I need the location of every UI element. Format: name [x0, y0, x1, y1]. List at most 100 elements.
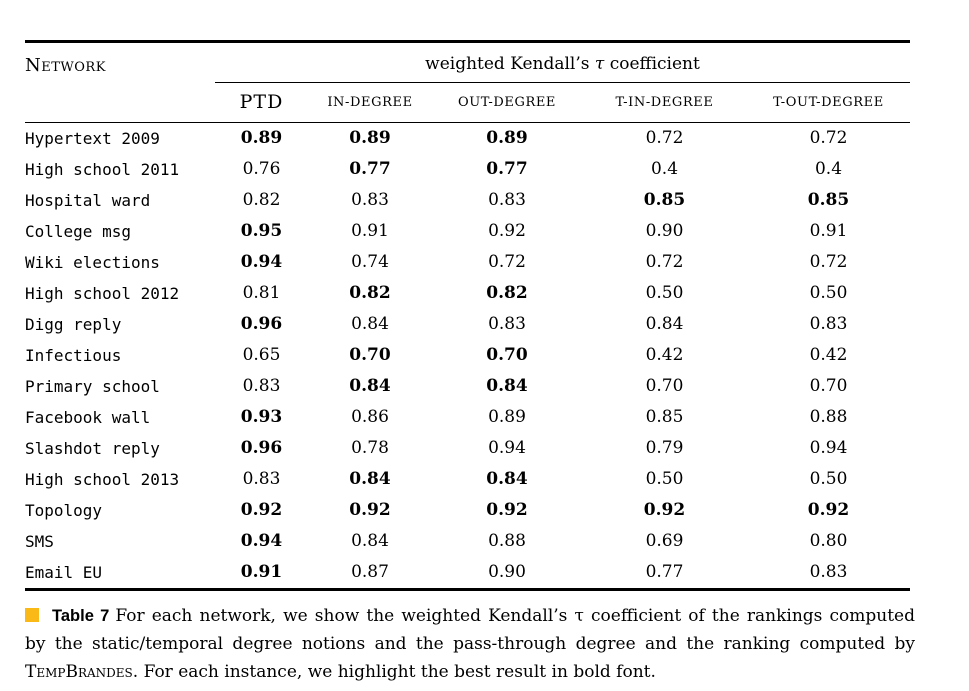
value-cell: 0.70	[486, 345, 528, 365]
caption-label: Table 7	[52, 606, 110, 625]
value-cell: 0.91	[351, 221, 389, 241]
caption: Table 7 For each network, we show the wei…	[25, 602, 915, 686]
value-cell: 0.90	[645, 221, 684, 241]
value-cell: 0.89	[240, 128, 283, 149]
value-cell: 0.83	[351, 190, 389, 210]
table-body: Hypertext 2009 0.89 0.89 0.89 0.72 0.72 High s…	[25, 123, 910, 588]
column-header-t-in-degree: T-IN-DEGREE	[582, 82, 747, 123]
table-row: Primary school 0.83 0.84 0.84 0.70 0.70	[25, 371, 910, 402]
value-cell: 0.94	[240, 252, 283, 272]
value-cell: 0.85	[643, 190, 686, 210]
network-name-cell: Wiki elections	[25, 252, 160, 272]
caption-text-before: For each network, we show the weighted K…	[25, 605, 916, 654]
value-cell: 0.94	[809, 438, 848, 458]
value-cell: 0.83	[488, 314, 526, 334]
table-row: Digg reply 0.96 0.84 0.83 0.84 0.83	[25, 309, 910, 340]
value-cell: 0.92	[807, 500, 850, 520]
value-cell: 0.78	[351, 438, 389, 458]
value-cell: 0.82	[242, 190, 281, 210]
value-cell: 0.94	[488, 438, 526, 458]
value-cell: 0.77	[349, 159, 391, 179]
network-name-cell: Hospital ward	[25, 190, 151, 210]
value-cell: 0.84	[349, 469, 391, 489]
value-cell: 0.82	[486, 283, 528, 303]
value-cell: 0.83	[242, 376, 281, 396]
network-name-cell: Hypertext 2009	[25, 128, 160, 148]
value-cell: 0.89	[486, 128, 528, 149]
value-cell: 0.80	[809, 531, 848, 551]
table-row: Email EU 0.91 0.87 0.90 0.77 0.83	[25, 557, 910, 588]
column-header-t-out-degree: T-OUT-DEGREE	[747, 82, 910, 123]
group-title-post: coefficient	[604, 54, 700, 74]
column-header-network: Network	[25, 43, 215, 123]
value-cell: 0.84	[349, 376, 391, 396]
value-cell: 0.50	[809, 283, 848, 303]
value-cell: 0.92	[240, 500, 283, 520]
value-cell: 0.95	[240, 221, 283, 241]
value-cell: 0.89	[488, 407, 526, 427]
header-row-columns: PTD IN-DEGREE OUT-DEGREE T-IN-DEGREE T-O…	[25, 82, 910, 123]
value-cell: 0.72	[645, 252, 684, 272]
table-row: Slashdot reply 0.96 0.78 0.94 0.79 0.94	[25, 433, 910, 464]
network-name-cell: Primary school	[25, 376, 160, 396]
value-cell: 0.76	[242, 159, 281, 179]
value-cell: 0.69	[645, 531, 684, 551]
table-block: Network weighted Kendall’s τ coefficient…	[25, 40, 910, 591]
value-cell: 0.4	[814, 159, 843, 179]
value-cell: 0.72	[645, 128, 684, 149]
value-cell: 0.96	[240, 314, 283, 334]
table-row: Infectious 0.65 0.70 0.70 0.42 0.42	[25, 340, 910, 371]
value-cell: 0.84	[351, 314, 389, 334]
network-name-cell: Facebook wall	[25, 407, 151, 427]
value-cell: 0.93	[240, 407, 283, 427]
table-row: Hypertext 2009 0.89 0.89 0.89 0.72 0.72	[25, 123, 910, 154]
caption-brand: TempBrandes	[25, 661, 133, 682]
value-cell: 0.72	[809, 128, 848, 149]
table-header: Network weighted Kendall’s τ coefficient…	[25, 43, 910, 123]
column-header-in-degree: IN-DEGREE	[308, 82, 432, 123]
value-cell: 0.70	[809, 376, 848, 396]
value-cell: 0.85	[645, 407, 684, 427]
table-row: College msg 0.95 0.91 0.92 0.90 0.91	[25, 216, 910, 247]
value-cell: 0.74	[351, 252, 389, 272]
top-double-rule	[25, 40, 910, 43]
network-name-cell: High school 2012	[25, 283, 180, 303]
network-name-cell: Infectious	[25, 345, 122, 365]
value-cell: 0.50	[645, 283, 684, 303]
network-name-cell: Slashdot reply	[25, 438, 160, 458]
table-row: High school 2011 0.76 0.77 0.77 0.4 0.4	[25, 154, 910, 185]
value-cell: 0.84	[645, 314, 684, 334]
network-name-cell: Digg reply	[25, 314, 122, 334]
value-cell: 0.77	[645, 562, 684, 582]
value-cell: 0.94	[240, 531, 283, 551]
column-header-out-degree: OUT-DEGREE	[432, 82, 582, 123]
value-cell: 0.42	[809, 345, 848, 365]
value-cell: 0.81	[242, 283, 281, 303]
network-name-cell: College msg	[25, 221, 131, 241]
header-row-group: Network weighted Kendall’s τ coefficient	[25, 43, 910, 123]
value-cell: 0.82	[349, 283, 391, 303]
value-cell: 0.96	[240, 438, 283, 458]
value-cell: 0.65	[242, 345, 281, 365]
network-name-cell: High school 2011	[25, 159, 180, 179]
value-cell: 0.83	[488, 190, 526, 210]
column-header-ptd: PTD	[215, 82, 308, 123]
value-cell: 0.77	[486, 159, 528, 179]
table-marker-square	[25, 607, 39, 622]
value-cell: 0.92	[486, 500, 528, 520]
value-cell: 0.92	[643, 500, 686, 520]
value-cell: 0.72	[809, 252, 848, 272]
value-cell: 0.72	[488, 252, 526, 272]
value-cell: 0.85	[807, 190, 850, 210]
network-name-cell: Topology	[25, 500, 103, 520]
network-name-cell: SMS	[25, 531, 54, 551]
group-title-pre: weighted Kendall’s	[425, 54, 595, 74]
value-cell: 0.92	[349, 500, 391, 520]
table-row: Topology 0.92 0.92 0.92 0.92 0.92	[25, 495, 910, 526]
table-row: Facebook wall 0.93 0.86 0.89 0.85 0.88	[25, 402, 910, 433]
value-cell: 0.50	[809, 469, 848, 489]
value-cell: 0.83	[809, 562, 848, 582]
table-row: SMS 0.94 0.84 0.88 0.69 0.80	[25, 526, 910, 557]
caption-text-after: . For each instance, we highlight the be…	[132, 661, 656, 682]
